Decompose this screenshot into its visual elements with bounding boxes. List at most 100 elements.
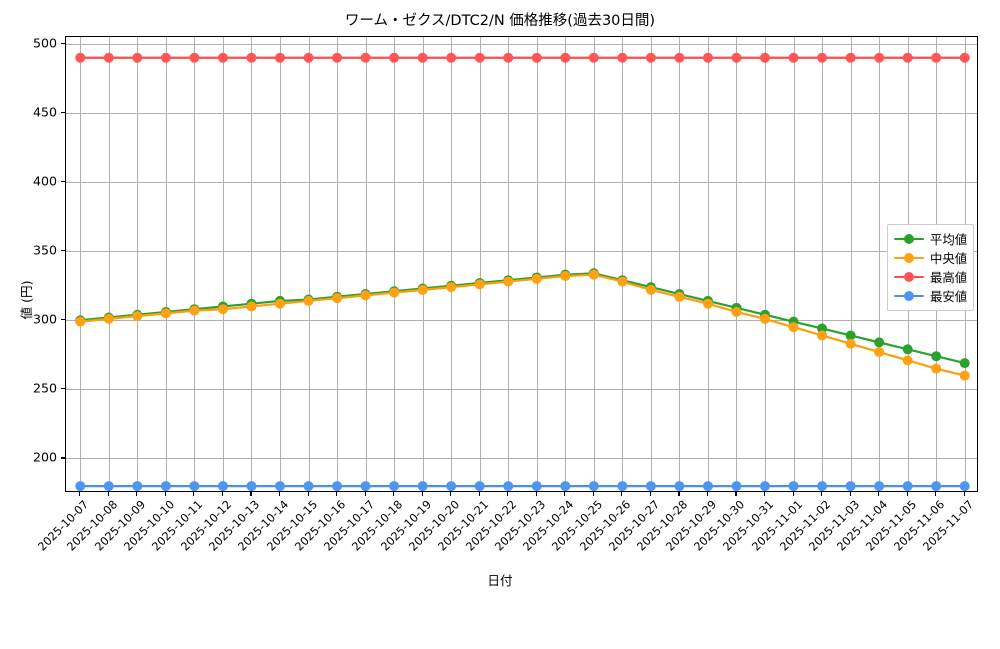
- data-point: [332, 481, 343, 491]
- data-point: [474, 52, 485, 63]
- data-point: [845, 330, 856, 341]
- data-point: [731, 306, 742, 317]
- legend-marker-icon: [894, 232, 924, 246]
- data-point: [360, 290, 371, 301]
- chart-title: ワーム・ゼクス/DTC2/N 価格推移(過去30日間): [344, 13, 656, 29]
- data-point: [132, 481, 143, 491]
- data-point: [645, 284, 656, 295]
- gridline-vertical: [394, 37, 396, 491]
- gridline-vertical: [165, 37, 167, 491]
- series-layer: [75, 52, 970, 491]
- data-point: [674, 481, 685, 491]
- gridline-vertical: [822, 37, 824, 491]
- x-tick-mark: [792, 492, 794, 496]
- data-point: [760, 313, 771, 324]
- data-point: [588, 52, 599, 63]
- data-point: [389, 481, 400, 491]
- legend-marker-icon: [894, 270, 924, 284]
- x-tick-mark: [478, 492, 480, 496]
- legend-item-4[interactable]: 最安値: [894, 286, 967, 305]
- series-2: [75, 269, 970, 381]
- x-tick-mark: [535, 492, 537, 496]
- gridline-vertical: [679, 37, 681, 491]
- data-point: [959, 370, 970, 381]
- data-point: [446, 282, 457, 293]
- data-point: [674, 291, 685, 302]
- gridline-vertical: [308, 37, 310, 491]
- x-tick-mark: [278, 492, 281, 496]
- gridline-vertical: [707, 37, 709, 491]
- x-tick-mark: [564, 492, 566, 496]
- gridline-vertical: [337, 37, 339, 491]
- data-point: [931, 481, 942, 491]
- data-point: [246, 481, 257, 491]
- data-point: [303, 295, 314, 306]
- gridline-vertical: [108, 37, 110, 491]
- data-point: [389, 287, 400, 298]
- data-point: [217, 304, 228, 315]
- series-line: [79, 272, 966, 365]
- series-line: [79, 273, 966, 377]
- data-point: [417, 481, 428, 491]
- x-tick-mark: [164, 492, 166, 496]
- gridline-vertical: [650, 37, 652, 491]
- gridline-vertical: [137, 37, 139, 491]
- data-point: [731, 481, 742, 491]
- data-point: [446, 481, 457, 491]
- gridline-vertical: [365, 37, 367, 491]
- gridline-vertical: [765, 37, 767, 491]
- y-tick-mark: [61, 42, 65, 44]
- data-point: [817, 481, 828, 491]
- chart-figure: ワーム・ゼクス/DTC2/N 価格推移(過去30日間) 値 (円) 200 250…: [19, 13, 978, 588]
- data-point: [902, 481, 913, 491]
- gridline-vertical: [879, 37, 881, 491]
- gridline-vertical: [451, 37, 453, 491]
- legend-item-1[interactable]: 平均値: [894, 229, 967, 248]
- gridline-vertical: [222, 37, 224, 491]
- x-tick-mark: [821, 492, 823, 496]
- data-point: [531, 52, 542, 63]
- data-point: [902, 52, 913, 63]
- x-tick-mark: [935, 492, 937, 496]
- data-point: [931, 363, 942, 374]
- data-point: [503, 52, 514, 63]
- data-point: [75, 52, 86, 63]
- data-point: [160, 308, 171, 319]
- data-point: [503, 481, 514, 491]
- data-point: [75, 316, 86, 327]
- data-point: [560, 52, 571, 63]
- legend-item-3[interactable]: 最高値: [894, 267, 967, 286]
- y-tick-label: 200: [32, 449, 57, 465]
- data-point: [645, 481, 656, 491]
- data-point: [845, 481, 856, 491]
- y-tick-mark: [61, 181, 65, 183]
- series-4: [75, 481, 970, 491]
- data-point: [760, 52, 771, 63]
- data-point: [959, 358, 970, 369]
- x-tick-mark: [336, 492, 338, 496]
- y-tick-mark: [61, 250, 65, 252]
- gridline-horizontal: [66, 320, 977, 322]
- legend-item-2[interactable]: 中央値: [894, 248, 967, 267]
- x-tick-mark: [878, 492, 880, 496]
- data-point: [931, 52, 942, 63]
- data-point: [902, 344, 913, 355]
- data-point: [217, 52, 228, 63]
- gridline-vertical: [593, 37, 595, 491]
- x-tick-mark: [393, 492, 395, 496]
- data-point: [560, 271, 571, 282]
- gridline-vertical: [850, 37, 852, 491]
- x-tick-mark: [450, 492, 452, 496]
- data-point: [189, 481, 200, 491]
- data-point: [274, 481, 285, 491]
- data-point: [360, 481, 371, 491]
- data-point: [132, 52, 143, 63]
- data-point: [332, 52, 343, 63]
- gridline-vertical: [622, 37, 624, 491]
- data-point: [617, 276, 628, 287]
- y-tick-mark: [61, 457, 65, 459]
- data-point: [788, 52, 799, 63]
- data-point: [702, 52, 713, 63]
- legend-marker-icon: [894, 251, 924, 265]
- x-axis-label: 日付: [487, 573, 513, 588]
